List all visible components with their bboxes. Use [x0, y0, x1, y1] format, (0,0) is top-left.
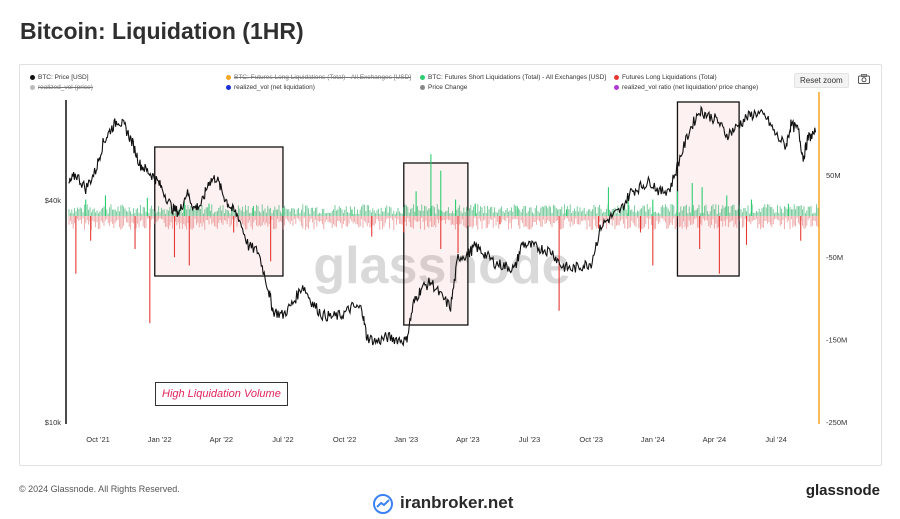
x-axis-tick-label: Apr '22 — [210, 435, 234, 444]
x-axis-tick-label: Jan '22 — [148, 435, 172, 444]
legend-label: realized_vol (net liquidation) — [234, 84, 315, 91]
left-axis-tick-label: $40k — [45, 196, 62, 205]
x-axis-tick-label: Oct '23 — [579, 435, 603, 444]
legend-dot-icon — [30, 74, 35, 80]
x-axis-tick-label: Apr '24 — [703, 435, 727, 444]
left-axis-tick-label: $10k — [45, 418, 62, 427]
broker-name: iranbroker.net — [400, 493, 514, 512]
x-axis-tick-label: Oct '21 — [86, 435, 110, 444]
x-axis-tick-label: Jan '24 — [641, 435, 665, 444]
legend-dot-icon — [226, 74, 231, 80]
x-axis-tick-label: Jul '23 — [519, 435, 540, 444]
broker-logo-icon — [373, 494, 393, 514]
x-axis-tick-label: Jul '22 — [272, 435, 293, 444]
high-liquidation-annotation: High Liquidation Volume — [155, 382, 288, 406]
legend-dot-icon — [614, 84, 619, 90]
right-axis-tick-label: -150M — [826, 336, 847, 345]
legend-item-short-liquidations[interactable]: BTC: Futures Short Liquidations (Total) … — [420, 74, 606, 81]
legend-item-price-change[interactable]: Price Change — [420, 84, 467, 91]
legend-item-realized-vol-ratio[interactable]: realized_vol ratio (net liquidation/ pri… — [614, 84, 758, 91]
right-axis-tick-label: 50M — [826, 171, 841, 180]
legend-item-long-liquidations[interactable]: Futures Long Liquidations (Total) — [614, 74, 717, 81]
watermark-text: glassnode — [313, 237, 570, 295]
legend-label: realized_vol (price) — [38, 84, 93, 91]
x-axis-tick-label: Jul '24 — [765, 435, 786, 444]
reset-zoom-button[interactable]: Reset zoom — [794, 73, 849, 88]
legend-label: Price Change — [428, 84, 468, 91]
legend-label: realized_vol ratio (net liquidation/ pri… — [622, 84, 759, 91]
right-axis-tick-label: -50M — [826, 253, 843, 262]
legend-label: BTC: Futures Long Liquidations (Total) -… — [234, 74, 412, 81]
legend-item-realized-vol-net[interactable]: realized_vol (net liquidation) — [226, 84, 315, 91]
legend-dot-icon — [614, 74, 619, 80]
glassnode-logo: glassnode — [805, 482, 880, 499]
legend-item-realized-vol-price[interactable]: realized_vol (price) — [30, 84, 93, 91]
broker-watermark: iranbroker.net — [400, 493, 513, 513]
legend-item-price[interactable]: BTC: Price [USD] — [30, 74, 89, 81]
x-axis-tick-label: Jan '23 — [394, 435, 418, 444]
legend-dot-icon — [226, 84, 231, 90]
right-axis-tick-label: -250M — [826, 418, 847, 427]
x-axis-tick-label: Oct '22 — [333, 435, 357, 444]
legend-label: BTC: Futures Short Liquidations (Total) … — [428, 74, 607, 81]
price-line — [68, 105, 817, 347]
legend-dot-icon — [30, 84, 35, 90]
legend-dot-icon — [420, 84, 425, 90]
legend-dot-icon — [420, 74, 425, 80]
highlight-box — [676, 101, 740, 277]
copyright-text: © 2024 Glassnode. All Rights Reserved. — [19, 484, 180, 494]
camera-icon[interactable] — [858, 74, 870, 84]
page-title: Bitcoin: Liquidation (1HR) — [20, 18, 304, 44]
legend-label: BTC: Price [USD] — [38, 74, 89, 81]
x-axis-tick-label: Apr '23 — [456, 435, 480, 444]
legend-item-long-liquidations-all[interactable]: BTC: Futures Long Liquidations (Total) -… — [226, 74, 411, 81]
legend-label: Futures Long Liquidations (Total) — [622, 74, 717, 81]
